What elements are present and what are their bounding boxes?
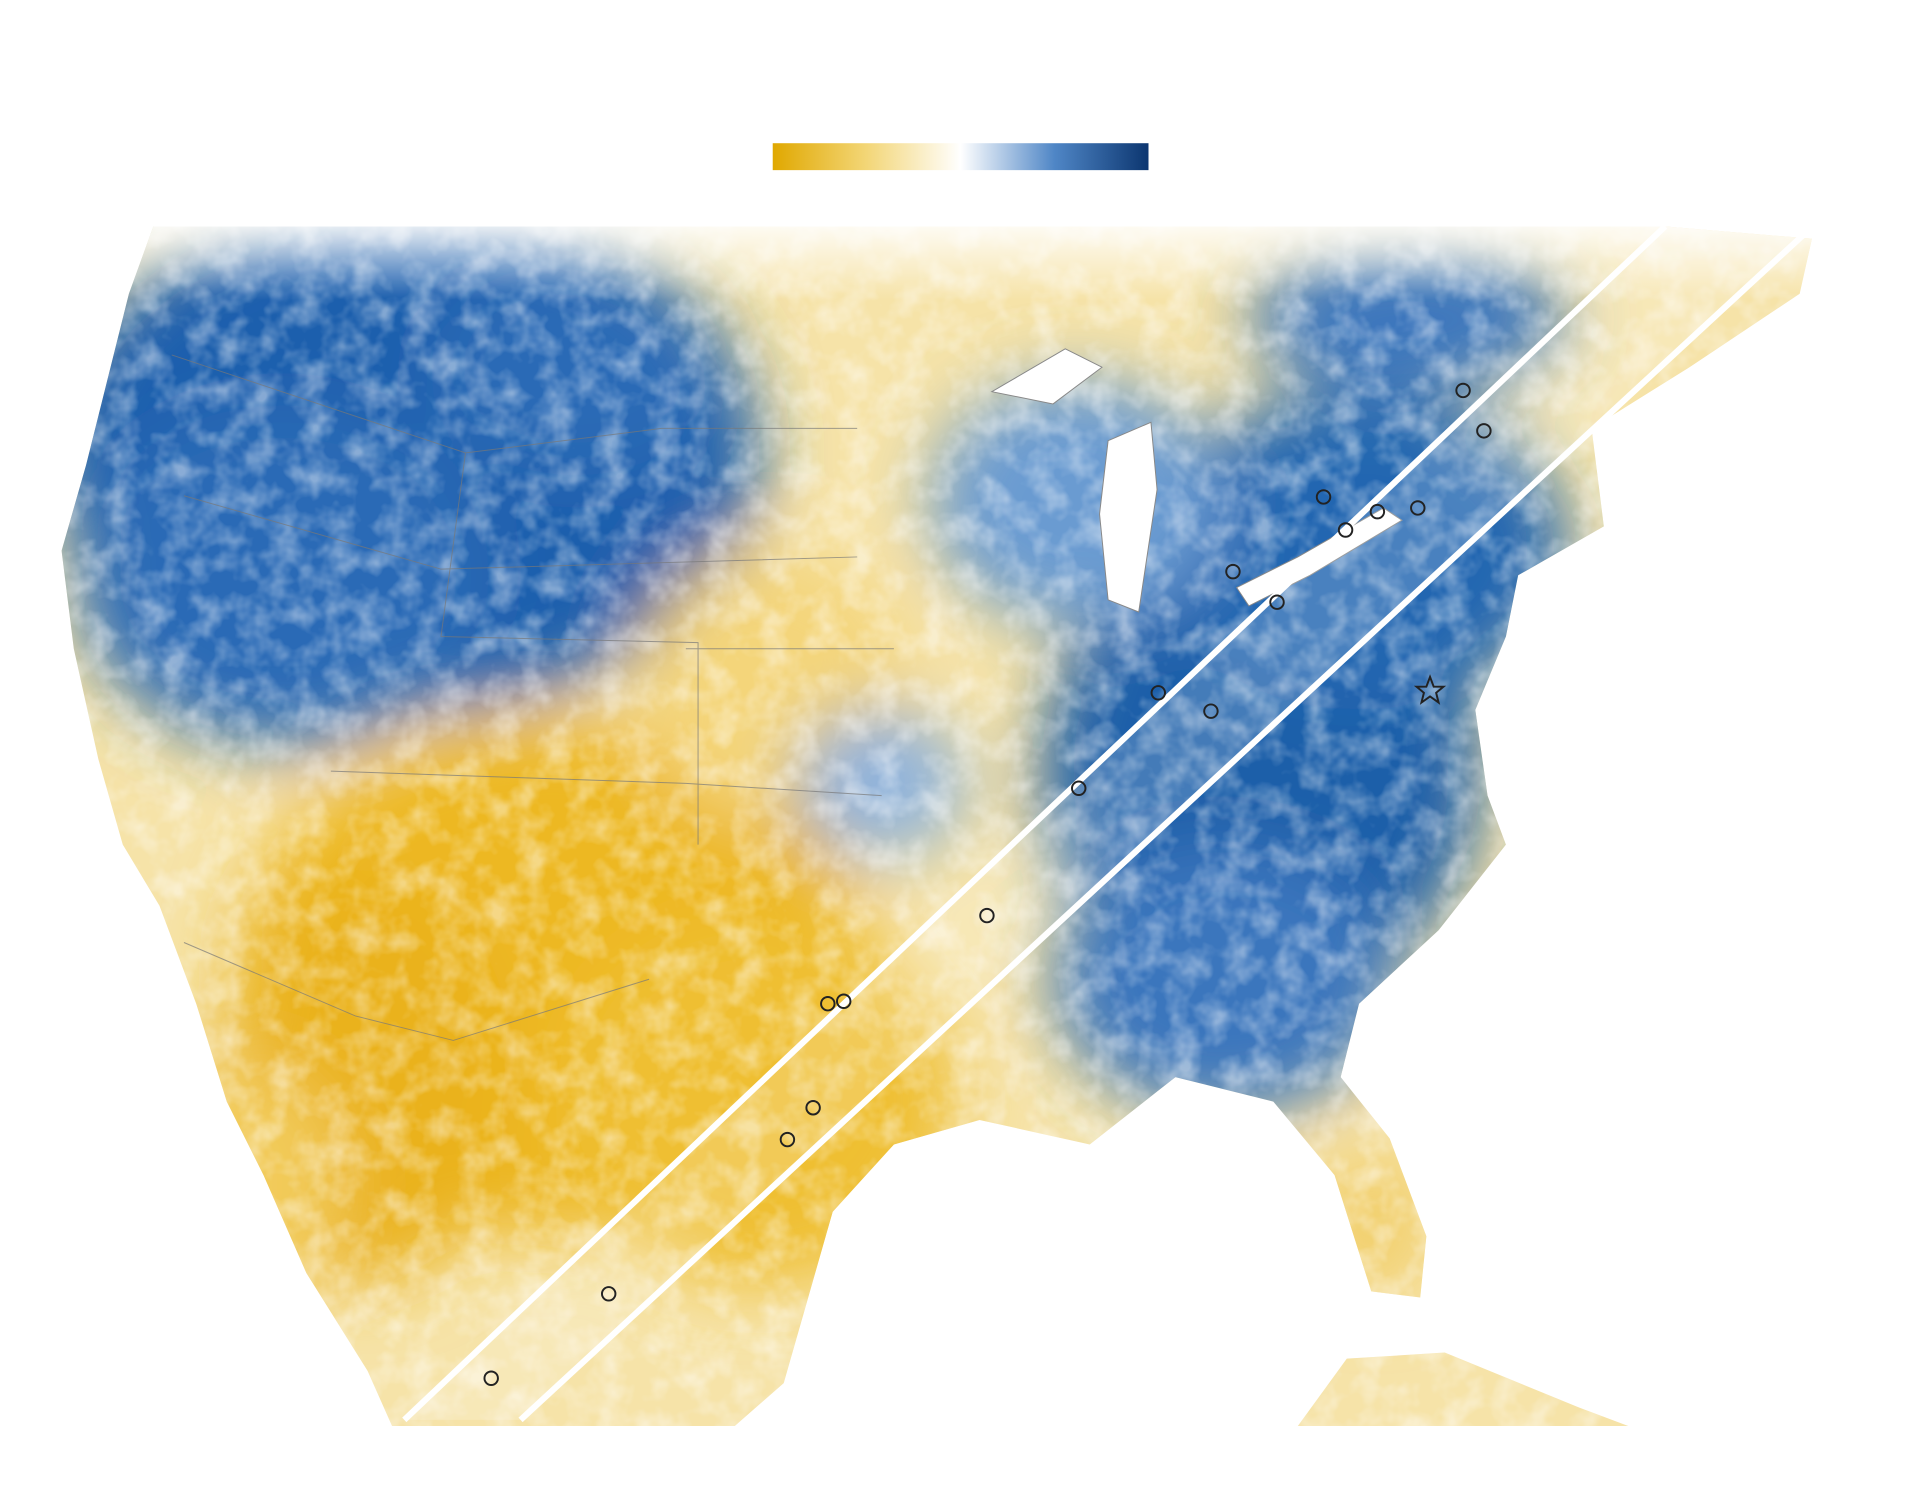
cities (483, 382, 1492, 1386)
eclipse-path (402, 224, 1808, 1423)
color-ramp (772, 143, 1149, 171)
borders (171, 354, 894, 1041)
color-legend (772, 143, 1149, 171)
